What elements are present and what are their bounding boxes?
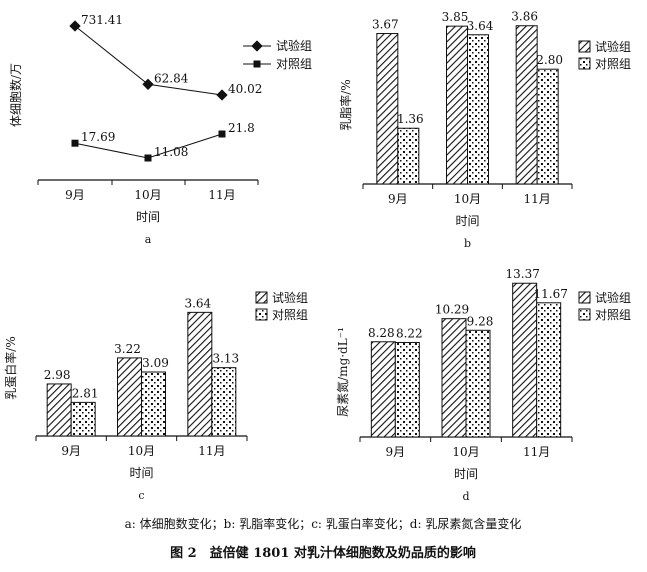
bar-trial — [515, 25, 538, 185]
y-axis-label: 体细胞数/万 — [8, 63, 23, 127]
data-label: 3.67 — [372, 18, 399, 32]
data-label: 3.13 — [212, 352, 239, 366]
data-label: 3.86 — [511, 10, 538, 24]
data-label: 40.02 — [228, 82, 262, 96]
x-tick-label: 11月 — [523, 445, 550, 459]
legend-swatch — [578, 57, 591, 70]
x-tick-label: 11月 — [198, 444, 225, 458]
data-label: 2.80 — [536, 53, 563, 67]
data-label: 731.41 — [81, 13, 123, 27]
bar-trial — [187, 311, 213, 437]
bar-trial — [512, 282, 538, 438]
data-point — [216, 89, 228, 101]
x-tick-label: 9月 — [61, 444, 81, 458]
data-label: 8.28 — [368, 326, 395, 340]
bar-control — [467, 34, 489, 185]
x-axis-label: 时间 — [454, 467, 478, 481]
x-axis-label: 时间 — [129, 466, 153, 480]
data-point — [71, 139, 79, 147]
panel-label: c — [138, 489, 144, 502]
x-tick-label: 11月 — [524, 192, 551, 206]
y-axis-label: 乳脂率/% — [338, 79, 353, 130]
panel-c-bar-chart: 9月 2.982.81 10月 3.223.09 11月 3.64 3.13 时间 c 乳蛋白率/… — [3, 290, 308, 502]
legend-label: 对照组 — [595, 57, 631, 71]
panel-d-bar-chart: 9月 8.28 8.22 10月 10.299.28 11月 13.37 11.67 时间 d 尿素… — [335, 267, 631, 503]
data-label: 21.8 — [228, 121, 255, 135]
data-label: 3.64 — [467, 19, 494, 33]
data-label: 3.64 — [184, 296, 211, 310]
y-axis-label: 尿素氮/mg·dL⁻¹ — [335, 327, 350, 417]
panel-label: b — [464, 237, 471, 250]
data-point — [69, 20, 81, 32]
data-label: 8.22 — [396, 326, 423, 340]
figure-title: 图 2 益倍健 1801 对乳汁体细胞数及奶品质的影响 — [170, 545, 476, 561]
bar-control — [141, 371, 166, 437]
legend-label: 试验组 — [272, 290, 308, 305]
legend-label: 试验组 — [276, 38, 312, 53]
panel-b-bar-chart: 9月 3.67 1.36 10月 3.853.64 11月 3.86 2.80 时间 b 乳脂率/%… — [338, 10, 631, 250]
data-label: 11.08 — [154, 145, 188, 159]
bar-control — [211, 367, 237, 437]
x-tick-label: 9月 — [386, 445, 406, 459]
data-label: 2.81 — [72, 386, 99, 400]
data-label: 3.09 — [142, 356, 169, 370]
bar-control — [536, 302, 562, 438]
legend-swatch — [578, 291, 591, 304]
legend-label: 对照组 — [272, 308, 308, 322]
bar-control — [397, 127, 420, 185]
data-point — [218, 130, 226, 138]
legend-label: 对照组 — [595, 308, 631, 322]
bar-trial — [376, 33, 399, 185]
legend-marker — [251, 40, 263, 52]
bar-trial — [441, 318, 467, 438]
legend-label: 试验组 — [595, 39, 631, 54]
data-point — [142, 78, 154, 90]
legend-swatch — [578, 308, 591, 321]
bar-control — [465, 329, 491, 438]
data-label: 17.69 — [81, 130, 115, 144]
bar-control — [70, 401, 96, 437]
data-label: 62.84 — [154, 71, 189, 85]
data-label: 10.29 — [435, 303, 469, 317]
figure-caption: a: 体细胞数变化；b: 乳脂率变化；c: 乳蛋白率变化；d: 乳尿素氮含量变化 — [125, 516, 522, 531]
panel-label: d — [462, 490, 469, 503]
legend-label: 试验组 — [595, 290, 631, 305]
x-tick-label: 9月 — [65, 188, 85, 202]
bar-control — [394, 341, 420, 438]
legend-label: 对照组 — [276, 57, 312, 71]
bar-trial — [117, 357, 142, 437]
x-tick-label: 10月 — [454, 192, 481, 206]
data-label: 2.98 — [44, 368, 71, 382]
data-label: 3.22 — [114, 342, 141, 356]
y-axis-label: 乳蛋白率/% — [3, 336, 18, 399]
x-tick-label: 11月 — [208, 188, 235, 202]
x-tick-label: 10月 — [134, 188, 161, 202]
data-label: 3.85 — [442, 10, 469, 24]
legend-swatch — [578, 40, 591, 53]
data-label: 11.67 — [533, 287, 567, 301]
data-point — [144, 154, 152, 162]
bar-control — [536, 68, 559, 185]
data-label: 1.36 — [397, 112, 424, 126]
bar-trial — [446, 25, 468, 185]
bar-trial — [370, 341, 396, 438]
x-tick-label: 9月 — [388, 192, 408, 206]
legend-marker — [253, 60, 261, 68]
x-tick-label: 10月 — [128, 444, 155, 458]
legend-swatch — [255, 291, 268, 304]
panel-label: a — [145, 233, 152, 246]
x-tick-label: 10月 — [452, 445, 479, 459]
data-label: 13.37 — [505, 267, 539, 281]
data-label: 9.28 — [467, 314, 494, 328]
legend-swatch — [255, 308, 268, 321]
bar-trial — [46, 383, 72, 437]
x-axis-label: 时间 — [455, 214, 479, 228]
x-axis-label: 时间 — [136, 210, 160, 224]
